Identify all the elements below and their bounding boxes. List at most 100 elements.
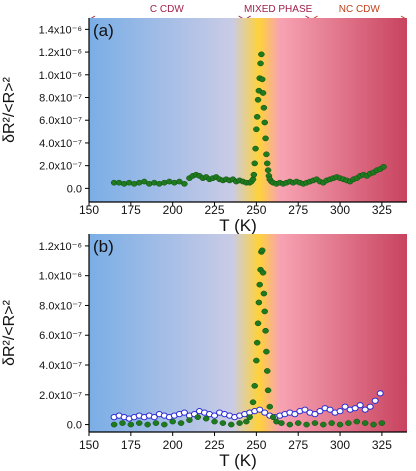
- phase-label: C CDW: [150, 4, 184, 15]
- y-tick-label: 1.0x10⁻⁶: [39, 271, 82, 283]
- data-point: [258, 247, 266, 254]
- y-axis-title: δR²/<R>²: [1, 299, 18, 365]
- data-point: [219, 420, 227, 426]
- data-point: [263, 160, 271, 167]
- data-point: [303, 421, 310, 428]
- data-point: [262, 327, 269, 334]
- data-point: [177, 420, 185, 426]
- data-point: [264, 387, 272, 394]
- data-point: [320, 421, 327, 428]
- x-tick-label: 225: [205, 438, 225, 452]
- panel-label: (a): [93, 21, 114, 40]
- data-point: [311, 411, 319, 418]
- data-point: [252, 145, 259, 152]
- data-point: [254, 320, 262, 327]
- panel-label: (b): [93, 237, 114, 256]
- data-point: [211, 412, 219, 419]
- data-point: [161, 421, 168, 428]
- x-axis-title: T (K): [219, 216, 256, 235]
- y-tick-label: 0.0: [67, 183, 82, 195]
- y-tick-label: 1.0x10⁻⁶: [39, 70, 82, 82]
- data-point: [261, 409, 269, 416]
- data-point: [291, 411, 299, 418]
- data-point: [253, 126, 260, 133]
- data-point: [311, 420, 319, 426]
- y-tick-label: 4.0x10⁻⁷: [39, 138, 82, 150]
- data-point: [345, 420, 352, 426]
- y-axis-title: δR²/<R>²: [1, 76, 18, 142]
- data-point: [253, 113, 261, 120]
- data-point: [255, 299, 263, 306]
- y-tick-label: 2.0x10⁻⁷: [39, 390, 82, 402]
- data-point: [194, 414, 202, 420]
- x-tick-label: 325: [372, 438, 392, 452]
- data-point: [253, 357, 260, 364]
- data-point: [243, 418, 250, 425]
- data-point: [380, 163, 387, 170]
- data-point: [260, 104, 268, 111]
- data-point: [361, 420, 369, 426]
- y-tick-label: 1.2x10⁻⁶: [39, 47, 82, 59]
- x-tick-label: 250: [246, 438, 266, 452]
- data-point: [378, 420, 386, 426]
- data-point: [180, 409, 188, 416]
- data-point: [301, 406, 309, 413]
- x-tick-label: 275: [288, 203, 308, 217]
- data-point: [246, 414, 253, 420]
- data-point: [258, 51, 265, 58]
- data-point: [261, 119, 268, 126]
- data-point: [127, 421, 135, 428]
- plot-background: [89, 234, 407, 432]
- data-point: [261, 308, 268, 315]
- phase-label: NC CDW: [339, 4, 381, 15]
- x-tick-label: 250: [246, 203, 266, 217]
- data-point: [266, 403, 274, 410]
- data-point: [371, 397, 379, 404]
- data-point: [186, 417, 193, 423]
- data-point: [250, 171, 258, 178]
- x-tick-label: 200: [163, 203, 183, 217]
- data-point: [264, 167, 272, 174]
- data-point: [256, 281, 263, 288]
- data-point: [278, 420, 285, 426]
- data-point: [251, 160, 258, 167]
- panel-b: 150 175 200 225 250 275 300 325 0.0 2.0x10⁻⁷ 4.0x1…: [1, 234, 407, 470]
- data-point: [144, 421, 151, 428]
- data-point: [262, 135, 269, 142]
- data-point: [119, 420, 126, 426]
- x-tick-label: 300: [330, 438, 350, 452]
- series-0: [110, 51, 387, 187]
- data-point: [263, 348, 270, 355]
- data-point: [263, 151, 270, 158]
- data-point: [259, 90, 267, 96]
- data-point: [286, 421, 294, 428]
- y-tick-label: 1.2x10⁻⁶: [39, 241, 82, 253]
- x-tick-label: 325: [372, 203, 392, 217]
- y-tick-label: 2.0x10⁻⁷: [39, 161, 82, 173]
- x-tick-label: 150: [79, 203, 99, 217]
- data-point: [366, 403, 374, 410]
- data-point: [256, 406, 264, 413]
- y-tick-label: 4.0x10⁻⁷: [39, 360, 82, 372]
- data-point: [236, 420, 243, 426]
- y-tick-label: 8.0x10⁻⁷: [39, 93, 82, 105]
- x-axis-title: T (K): [219, 451, 256, 470]
- data-point: [260, 290, 268, 297]
- data-point: [263, 368, 271, 374]
- data-point: [351, 405, 359, 412]
- x-tick-label: 150: [79, 438, 99, 452]
- panel-a: 150 175 200 225 250 275 300 325 0.0 2.0x10⁻⁷ 4.0x1…: [1, 18, 407, 235]
- y-tick-label: 6.0x10⁻⁷: [39, 115, 82, 127]
- data-point: [356, 402, 364, 409]
- x-tick-label: 175: [121, 203, 141, 217]
- x-tick-label: 275: [288, 438, 308, 452]
- data-point: [254, 96, 262, 103]
- data-point: [370, 421, 377, 428]
- data-point: [152, 420, 160, 426]
- data-point: [336, 421, 344, 428]
- y-tick-label: 1.4x10⁻⁶: [39, 24, 82, 36]
- data-point: [251, 382, 258, 389]
- data-point: [376, 390, 384, 397]
- data-point: [181, 180, 188, 187]
